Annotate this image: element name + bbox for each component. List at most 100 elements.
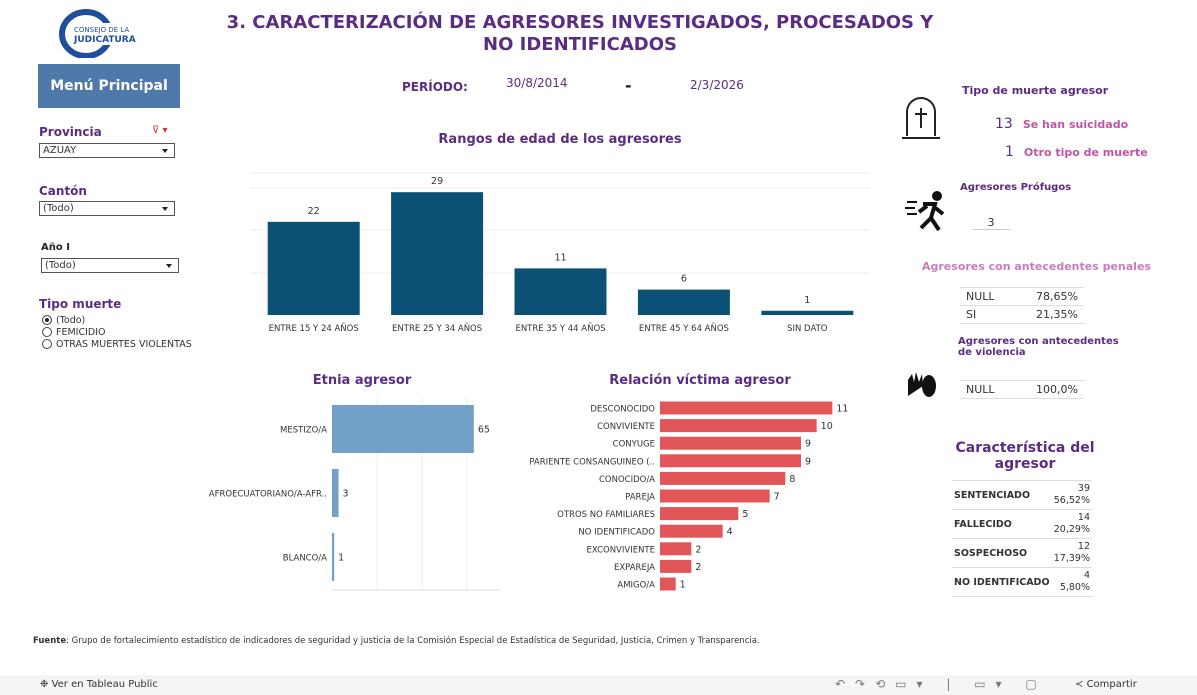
death-types: 13 Se han suicidado 1 Otro tipo de muerte <box>985 110 1155 166</box>
radio-label: OTRAS MUERTES VIOLENTAS <box>56 338 192 350</box>
source-label: Fuente <box>33 636 67 646</box>
filter-select[interactable]: (Todo) <box>39 201 175 216</box>
radio-option[interactable]: OTRAS MUERTES VIOLENTAS <box>42 338 192 350</box>
value-label: 11 <box>554 252 566 263</box>
x-tick-label: SIN DATO <box>787 324 828 334</box>
death-row: 1 Otro tipo de muerte <box>985 138 1155 166</box>
filter-icon[interactable]: ⊽ ▾ <box>152 125 168 136</box>
filter-label: Tipo muerte <box>39 297 122 311</box>
radio-circle <box>42 315 52 325</box>
table-cell: 39 56,52% <box>1052 481 1092 510</box>
value-label: 1 <box>338 553 344 564</box>
y-tick-label: CONOCIDO/A <box>599 475 655 485</box>
radio-label: FEMICIDIO <box>56 326 106 338</box>
filter-label: Provincia <box>39 125 102 139</box>
table-row: NULL 100,0% <box>960 380 1084 399</box>
percent: 5,80% <box>1059 582 1090 593</box>
tableau-link[interactable]: ❉ Ver en Tableau Public <box>40 679 158 690</box>
filter-select[interactable]: (Todo) <box>41 258 179 273</box>
value-label: 10 <box>821 421 833 432</box>
table-row: SI 21,35% <box>960 305 1084 324</box>
radio-option[interactable]: (Todo) <box>42 314 192 326</box>
footer-source: Fuente: Grupo de fortalecimiento estadís… <box>33 636 760 646</box>
filter-select[interactable]: AZUAY <box>39 143 175 158</box>
bar <box>660 401 833 415</box>
y-tick-label: EXPAREJA <box>614 563 655 573</box>
bar <box>514 268 607 315</box>
toolbar-icons[interactable]: ↶↷⟲▭▾ | ▭▾ ▢ <box>835 677 1047 691</box>
bar <box>660 436 801 450</box>
bar <box>637 289 730 315</box>
bar <box>660 577 676 591</box>
x-tick-label: ENTRE 25 Y 34 AÑOS <box>392 323 482 334</box>
criminal-record-table: NULL 78,65% SI 21,35% <box>960 287 1084 324</box>
table-cell: 78,65% <box>1036 290 1078 303</box>
period-separator: - <box>625 76 632 95</box>
bar <box>267 221 360 315</box>
count: 12 <box>1077 541 1090 552</box>
logo-bottom: JUDICATURA <box>73 35 136 45</box>
radio-circle <box>42 327 52 337</box>
section-title: Característica del agresor <box>955 440 1095 472</box>
logo-top: CONSEJO DE LA <box>74 26 129 34</box>
bar <box>761 310 854 315</box>
percent: 20,29% <box>1053 524 1090 535</box>
y-tick-label: DESCONOCIDO <box>590 405 655 415</box>
table-row: FALLECIDO 14 20,29% <box>952 509 1092 539</box>
bar <box>660 471 786 485</box>
share-button[interactable]: ≺ Compartir <box>1075 679 1137 690</box>
death-count: 13 <box>995 116 1013 132</box>
logo: CONSEJO DE LA JUDICATURA <box>59 9 136 58</box>
percent: 56,52% <box>1053 495 1090 506</box>
value-label: 65 <box>478 425 490 436</box>
tomb-icon <box>902 97 940 139</box>
value-label: 7 <box>774 492 780 503</box>
percent: 17,39% <box>1053 553 1090 564</box>
period-end: 2/3/2026 <box>690 78 744 92</box>
radio-option[interactable]: FEMICIDIO <box>42 326 192 338</box>
table-cell: 100,0% <box>1036 383 1078 396</box>
bar <box>660 454 801 468</box>
value-label: 6 <box>681 274 687 285</box>
value-label: 9 <box>805 439 811 450</box>
value-label: 1 <box>680 580 686 591</box>
death-label: Se han suicidado <box>1022 117 1129 131</box>
fugitive-count: 3 <box>972 216 1010 230</box>
x-tick-label: ENTRE 35 Y 44 AÑOS <box>515 323 605 334</box>
table-cell: SENTENCIADO <box>954 489 1031 501</box>
y-tick-label: AMIGO/A <box>617 581 655 591</box>
section-title: Agresores con antecedentes de violencia <box>958 336 1119 358</box>
characteristic-table: SENTENCIADO 39 56,52% FALLECIDO 14 20,29% SOSP… <box>952 480 1092 597</box>
value-label: 9 <box>805 456 811 467</box>
filter-label: Cantón <box>39 184 87 198</box>
count: 39 <box>1077 483 1090 494</box>
table-cell: 4 5,80% <box>1052 568 1092 597</box>
table-row: SOSPECHOSO 12 17,39% <box>952 538 1092 568</box>
y-tick-label: OTROS NO FAMILIARES <box>557 510 655 520</box>
bar <box>660 507 739 521</box>
section-title: Tipo de muerte agresor <box>962 84 1109 97</box>
value-label: 5 <box>742 509 748 520</box>
toolbar: ❉ Ver en Tableau Public ↶↷⟲▭▾ | ▭▾ ▢ ≺ C… <box>0 675 1197 695</box>
runner-icon <box>905 191 945 232</box>
y-tick-label: PAREJA <box>625 493 655 503</box>
radio-label: (Todo) <box>56 314 86 326</box>
table-cell: NO IDENTIFICADO <box>954 576 1050 588</box>
table-cell: NULL <box>966 290 995 303</box>
relation-chart: 11 DESCONOCIDO 10 CONVIVIENTE 9 CONYUGE 9 PARIE… <box>529 401 848 591</box>
value-label: 2 <box>695 562 701 573</box>
bar <box>660 489 770 503</box>
bar <box>332 469 339 517</box>
chart-title: Etnia agresor <box>312 373 412 388</box>
count: 4 <box>1083 570 1090 581</box>
y-tick-label: CONVIVIENTE <box>597 422 655 432</box>
value-label: 29 <box>431 176 443 187</box>
chart-title: Rangos de edad de los agresores <box>438 132 682 147</box>
share-text: Compartir <box>1086 679 1137 690</box>
table-cell: SI <box>966 308 977 321</box>
count: 14 <box>1077 512 1090 523</box>
y-tick-label: EXCONVIVIENTE <box>587 545 656 555</box>
menu-button[interactable]: Menú Principal <box>38 64 180 108</box>
table-cell: 12 17,39% <box>1052 539 1092 568</box>
